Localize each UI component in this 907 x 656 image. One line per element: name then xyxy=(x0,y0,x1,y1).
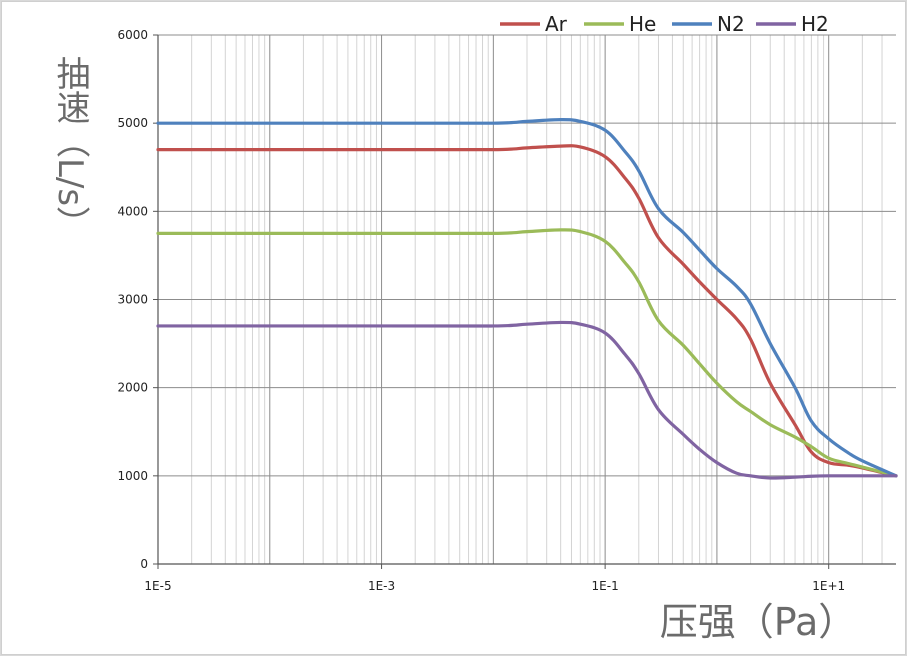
legend-label-n2: N2 xyxy=(717,12,745,36)
x-tick-labels: 1E-5 1E-3 1E-1 1E+1 xyxy=(144,579,845,593)
series-line-h2 xyxy=(156,320,898,480)
y-tick-label: 0 xyxy=(140,557,148,571)
y-tick-label: 1000 xyxy=(117,469,148,483)
x-tick-label: 1E-3 xyxy=(368,579,395,593)
x-tick-label: 1E+1 xyxy=(812,579,845,593)
y-axis-title: 抽速（L/s） xyxy=(50,56,90,240)
series-line-n2 xyxy=(156,118,898,478)
series-lines xyxy=(156,118,898,480)
y-tick-label: 3000 xyxy=(117,293,148,307)
x-tick-label: 1E-5 xyxy=(144,579,171,593)
series-line-he xyxy=(156,228,898,478)
legend-label-h2: H2 xyxy=(801,12,829,36)
legend-label-ar: Ar xyxy=(545,12,568,36)
legend: Ar He N2 H2 xyxy=(500,12,829,36)
y-tick-label: 2000 xyxy=(117,381,148,395)
x-axis-title: 压强（Pa） xyxy=(660,600,857,644)
legend-label-he: He xyxy=(629,12,656,36)
series-line-ar xyxy=(156,144,898,478)
x-tick-label: 1E-1 xyxy=(592,579,619,593)
y-tick-label: 6000 xyxy=(117,28,148,42)
y-tick-label: 5000 xyxy=(117,116,148,130)
y-tick-labels: 0 1000 2000 3000 4000 5000 6000 xyxy=(117,28,148,571)
y-tick-label: 4000 xyxy=(117,204,148,218)
